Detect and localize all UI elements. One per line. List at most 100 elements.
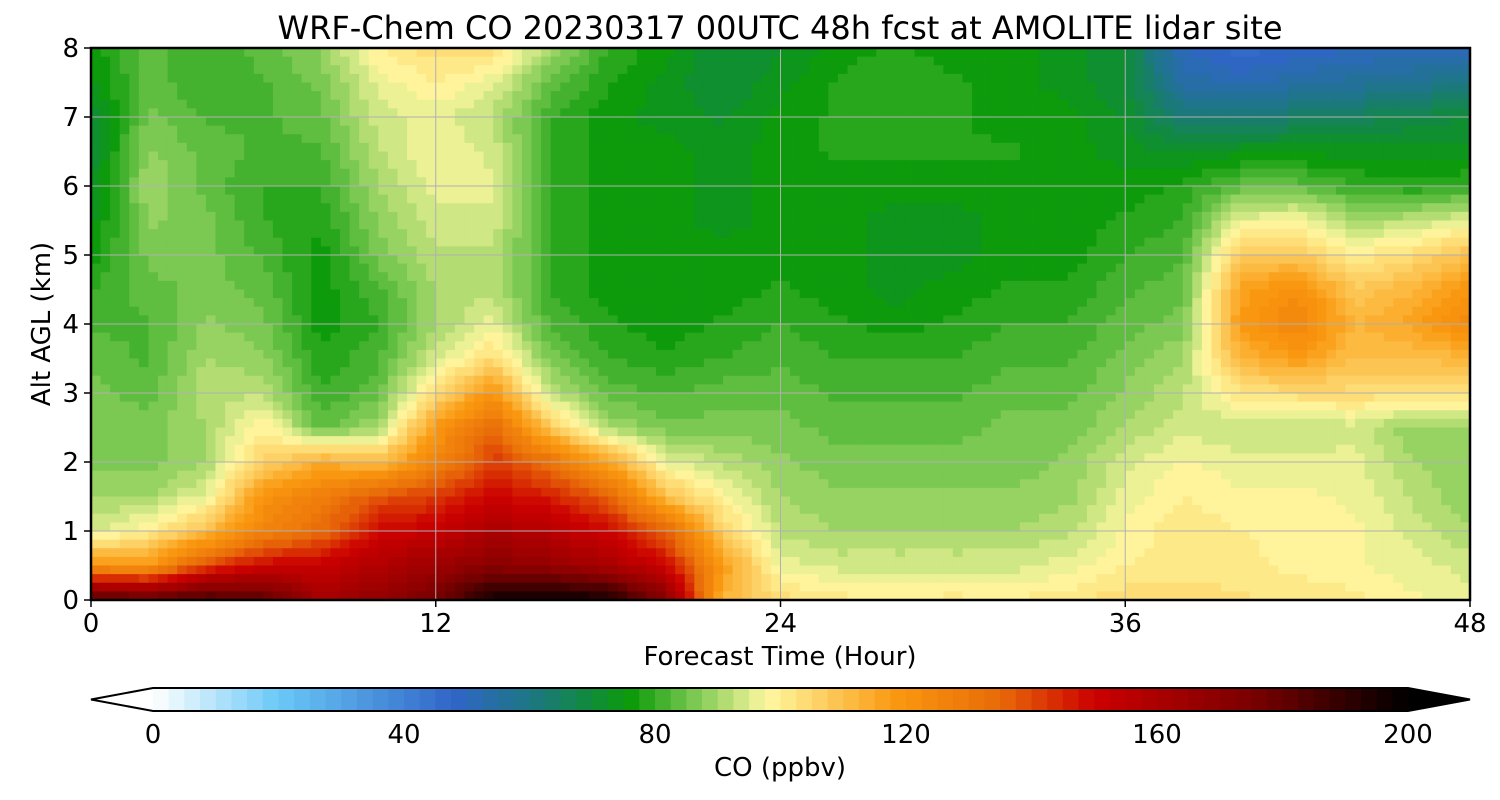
heatmap-cell: [378, 177, 389, 187]
heatmap-cell: [560, 306, 571, 316]
heatmap-cell: [368, 298, 379, 308]
heatmap-cell: [1010, 255, 1021, 265]
heatmap-cell: [885, 332, 897, 342]
heatmap-cell: [1288, 315, 1299, 325]
heatmap-cell: [205, 280, 217, 291]
heatmap-cell: [493, 298, 504, 308]
heatmap-cell: [1173, 73, 1184, 84]
heatmap-cell: [158, 315, 169, 325]
heatmap-cell: [531, 108, 542, 118]
heatmap-cell: [1153, 125, 1165, 135]
heatmap-cell: [742, 48, 753, 58]
heatmap-cell: [253, 280, 264, 291]
heatmap-cell: [1173, 134, 1184, 144]
heatmap-cell: [244, 203, 255, 213]
heatmap-cell: [809, 142, 820, 153]
heatmap-cell: [550, 73, 561, 84]
heatmap-cell: [301, 177, 312, 187]
heatmap-cell: [1278, 289, 1289, 299]
heatmap-cell: [493, 237, 504, 247]
heatmap-cell: [579, 125, 590, 135]
heatmap-cell: [1307, 306, 1318, 316]
heatmap-cell: [1077, 177, 1088, 187]
heatmap-cell: [196, 99, 207, 109]
heatmap-cell: [933, 315, 944, 325]
heatmap-cell: [1431, 194, 1442, 204]
heatmap-cell: [349, 341, 360, 351]
heatmap-cell: [799, 272, 810, 282]
heatmap-cell: [1192, 56, 1203, 66]
heatmap-cell: [205, 56, 217, 66]
heatmap-cell: [435, 142, 446, 153]
heatmap-cell: [617, 246, 628, 256]
heatmap-cell: [1115, 73, 1126, 84]
heatmap-cell: [387, 177, 399, 187]
heatmap-cell: [1450, 272, 1462, 282]
heatmap-cell: [349, 117, 360, 127]
heatmap-cell: [253, 177, 264, 187]
heatmap-cell: [1010, 263, 1021, 273]
heatmap-cell: [138, 73, 150, 84]
heatmap-cell: [531, 186, 542, 196]
heatmap-cell: [148, 56, 159, 66]
heatmap-cell: [1240, 306, 1251, 316]
heatmap-cell: [904, 168, 916, 178]
heatmap-cell: [1106, 99, 1117, 109]
heatmap-cell: [445, 151, 456, 161]
heatmap-cell: [1173, 237, 1184, 247]
heatmap-cell: [1316, 134, 1327, 144]
heatmap-cell: [684, 255, 695, 265]
heatmap-cell: [1000, 48, 1011, 58]
heatmap-cell: [1268, 237, 1280, 247]
heatmap-cell: [349, 91, 360, 101]
heatmap-cell: [512, 117, 523, 127]
heatmap-cell: [1288, 186, 1299, 196]
heatmap-cell: [339, 255, 351, 265]
heatmap-cell: [110, 186, 121, 196]
heatmap-cell: [1268, 272, 1280, 282]
heatmap-cell: [847, 237, 858, 247]
heatmap-cell: [282, 56, 293, 66]
heatmap-cell: [1221, 134, 1232, 144]
heatmap-cell: [1249, 203, 1260, 213]
heatmap-cell: [1393, 117, 1404, 127]
heatmap-cell: [1221, 280, 1232, 291]
heatmap-cell: [1278, 108, 1289, 118]
heatmap-cell: [416, 229, 427, 239]
heatmap-cell: [1297, 177, 1308, 187]
heatmap-cell: [1211, 324, 1222, 334]
heatmap-cell: [933, 220, 944, 230]
heatmap-cell: [1450, 142, 1462, 153]
heatmap-cell: [732, 211, 743, 222]
heatmap-cell: [1221, 237, 1232, 247]
heatmap-cell: [110, 48, 121, 58]
heatmap-cell: [445, 255, 456, 265]
heatmap-cell: [301, 246, 312, 256]
heatmap-cell: [349, 125, 360, 135]
heatmap-cell: [1335, 255, 1347, 265]
heatmap-cell: [981, 203, 992, 213]
heatmap-cell: [1125, 117, 1136, 127]
heatmap-cell: [1153, 298, 1165, 308]
heatmap-cell: [952, 332, 964, 342]
heatmap-cell: [1412, 289, 1423, 299]
heatmap-cell: [1029, 263, 1040, 273]
heatmap-cell: [1134, 151, 1146, 161]
heatmap-cell: [799, 117, 810, 127]
heatmap-cell: [1364, 142, 1375, 153]
heatmap-cell: [608, 108, 619, 118]
heatmap-cell: [742, 134, 753, 144]
heatmap-cell: [177, 263, 188, 273]
heatmap-cell: [914, 211, 925, 222]
heatmap-cell: [445, 142, 456, 153]
heatmap-cell: [1412, 263, 1423, 273]
heatmap-cell: [397, 160, 408, 170]
heatmap-cell: [339, 220, 351, 230]
heatmap-cell: [1259, 73, 1270, 84]
heatmap-cell: [464, 82, 475, 92]
heatmap-cell: [1230, 142, 1241, 153]
heatmap-cell: [579, 289, 590, 299]
heatmap-cell: [914, 99, 925, 109]
heatmap-cell: [598, 203, 609, 213]
